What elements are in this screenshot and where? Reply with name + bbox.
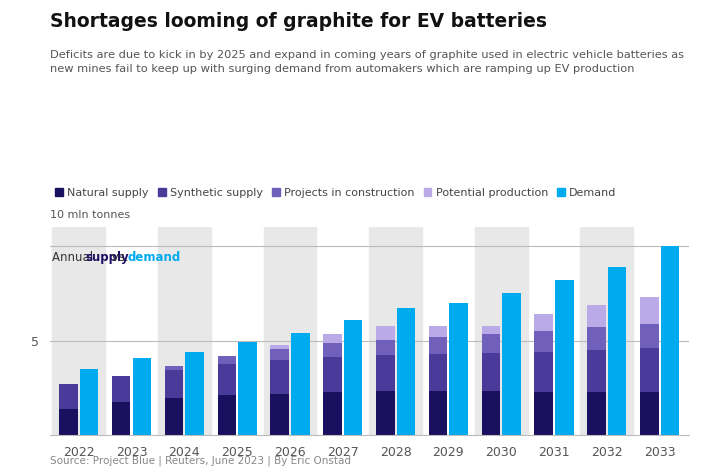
Bar (291, 333, 310, 435)
Bar (133, 358, 151, 435)
Bar (502, 293, 520, 435)
Bar (271, 349, 289, 360)
Bar (271, 360, 289, 394)
Bar (323, 392, 342, 435)
Bar (323, 357, 342, 392)
Bar (165, 370, 183, 398)
Bar (481, 353, 500, 391)
Text: Annual: Annual (53, 251, 97, 264)
Bar (481, 326, 500, 334)
Bar (429, 354, 447, 391)
Bar (608, 267, 626, 435)
Bar (376, 340, 395, 355)
Bar (376, 391, 395, 435)
Bar (185, 352, 204, 435)
Bar (271, 394, 289, 435)
Bar (640, 392, 659, 435)
Text: Shortages looming of graphite for EV batteries: Shortages looming of graphite for EV bat… (50, 12, 547, 31)
Text: Deficits are due to kick in by 2025 and expand in coming years of graphite used : Deficits are due to kick in by 2025 and … (50, 50, 684, 74)
Bar (640, 348, 659, 392)
Bar (535, 331, 553, 352)
Text: Source: Project Blue | Reuters, June 2023 | By Eric Onstad: Source: Project Blue | Reuters, June 202… (50, 455, 351, 466)
Bar (218, 356, 236, 364)
Legend: Natural supply, Synthetic supply, Projects in construction, Potential production: Natural supply, Synthetic supply, Projec… (55, 188, 617, 198)
Bar (263, 227, 317, 435)
Bar (581, 227, 633, 435)
Bar (475, 227, 528, 435)
Bar (587, 327, 606, 350)
Bar (112, 402, 131, 435)
Bar (587, 350, 606, 392)
Bar (59, 384, 77, 409)
Bar (640, 297, 659, 324)
Bar (271, 345, 289, 349)
Bar (587, 392, 606, 435)
Text: 10 mln tonnes: 10 mln tonnes (50, 210, 130, 220)
Bar (165, 366, 183, 370)
Bar (640, 324, 659, 348)
Text: supply: supply (85, 251, 129, 264)
Bar (661, 246, 679, 435)
Text: vs.: vs. (109, 251, 133, 264)
Bar (429, 326, 447, 337)
Text: demand: demand (127, 251, 180, 264)
Bar (239, 342, 257, 435)
Bar (397, 308, 415, 435)
Bar (429, 391, 447, 435)
Bar (535, 392, 553, 435)
Bar (344, 320, 362, 435)
Bar (535, 352, 553, 392)
Bar (158, 227, 211, 435)
Bar (218, 364, 236, 395)
Bar (535, 314, 553, 331)
Bar (481, 334, 500, 353)
Bar (376, 355, 395, 391)
Bar (376, 326, 395, 340)
Bar (369, 227, 422, 435)
Bar (59, 409, 77, 435)
Bar (165, 398, 183, 435)
Bar (53, 227, 105, 435)
Bar (587, 305, 606, 327)
Bar (80, 369, 98, 435)
Bar (555, 280, 574, 435)
Bar (323, 343, 342, 357)
Bar (449, 303, 468, 435)
Bar (429, 337, 447, 354)
Bar (323, 334, 342, 343)
Bar (218, 395, 236, 435)
Bar (481, 391, 500, 435)
Bar (112, 376, 131, 402)
